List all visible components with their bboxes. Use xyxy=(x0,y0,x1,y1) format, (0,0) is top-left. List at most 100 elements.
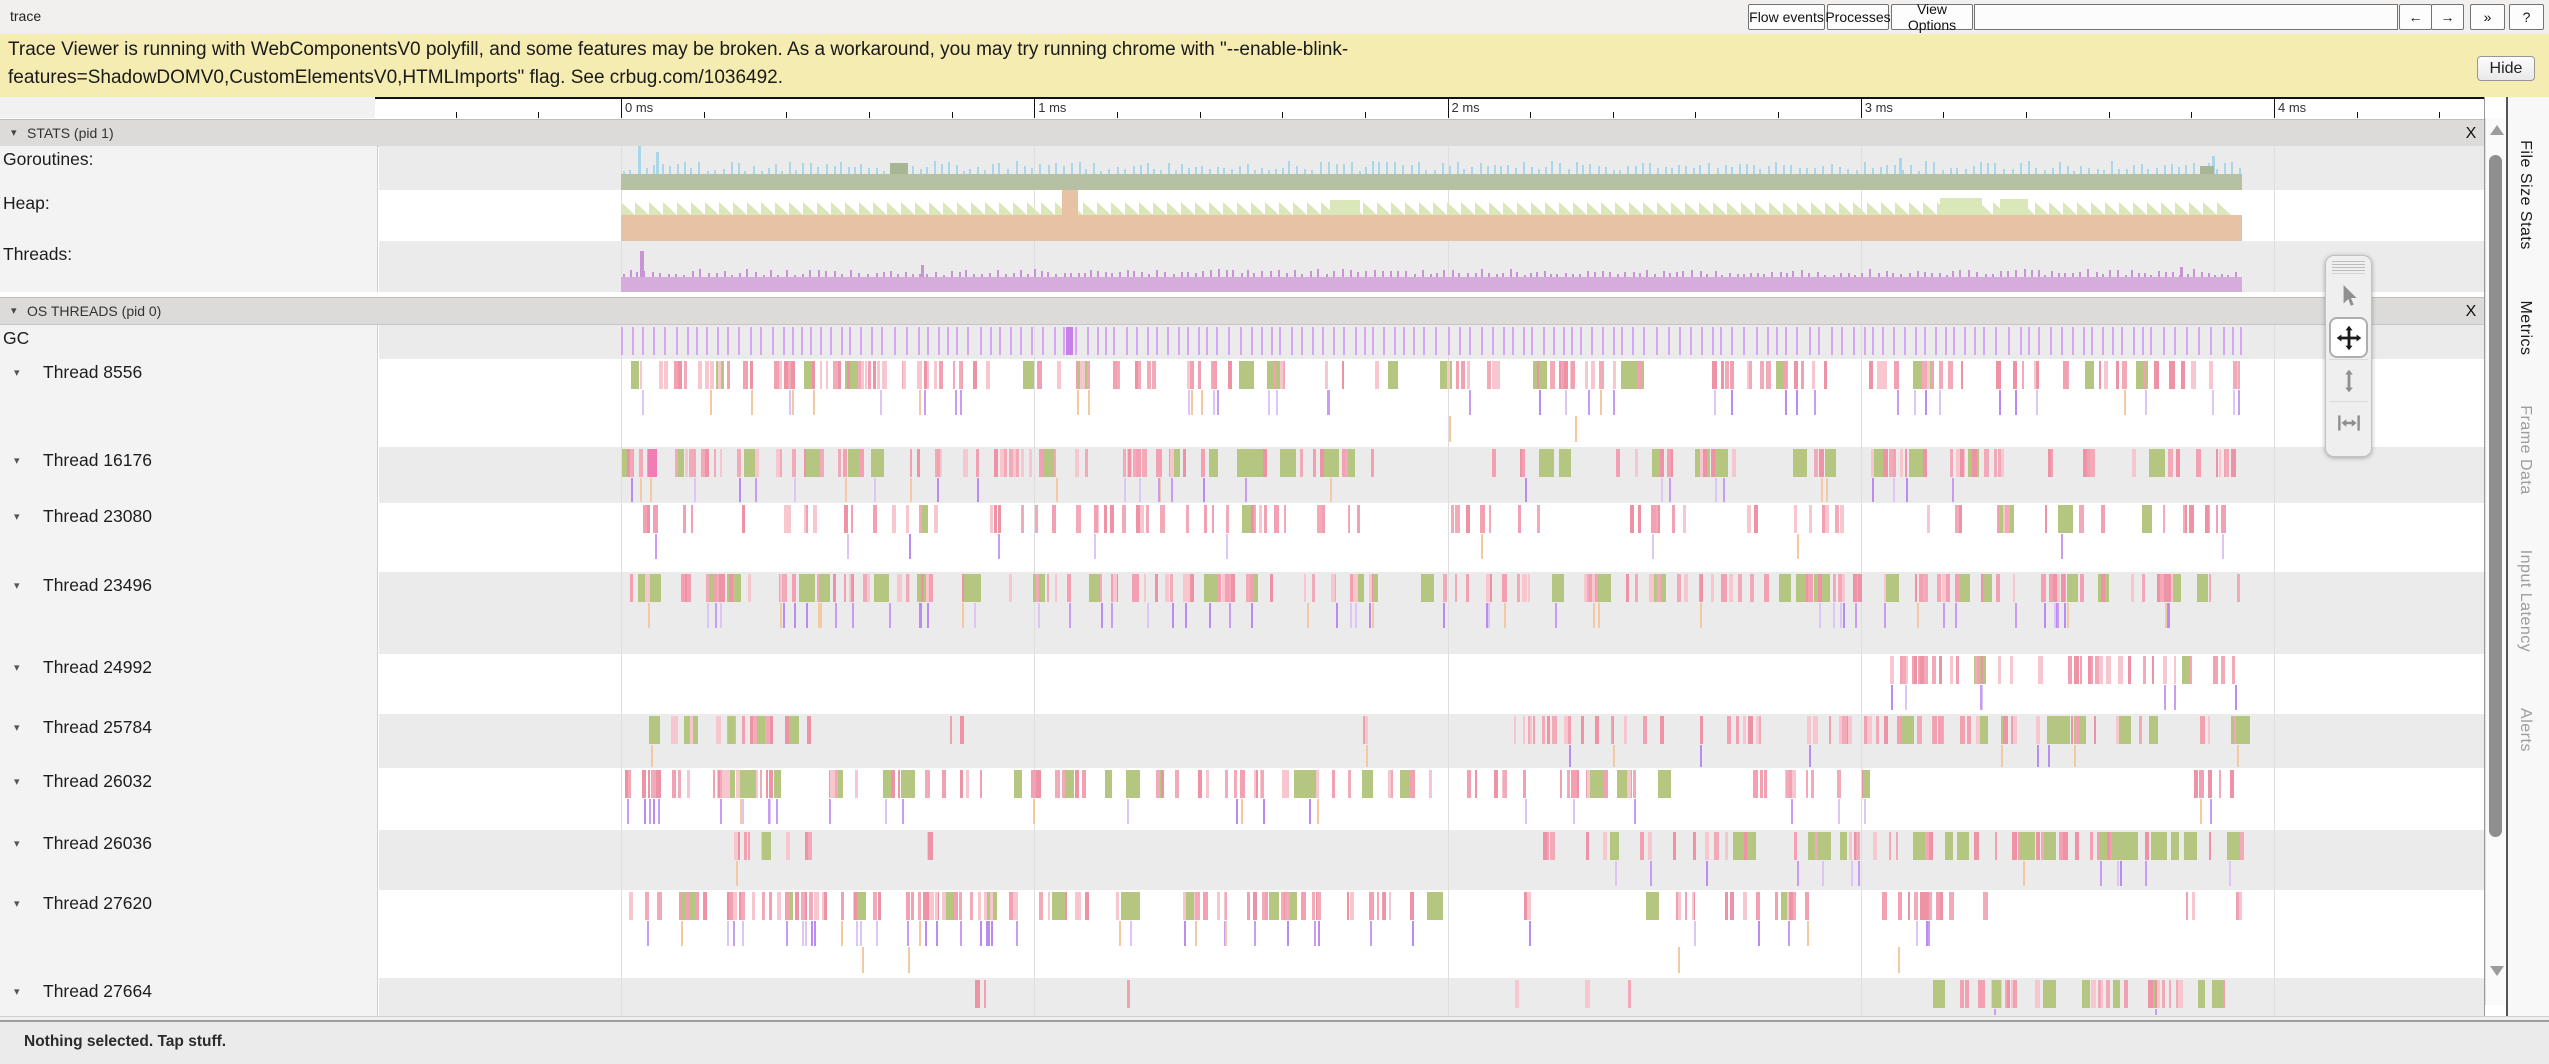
heap-sawtooth[interactable] xyxy=(1783,202,1797,215)
trace-event-tick[interactable] xyxy=(1065,770,1074,798)
trace-event-tick[interactable] xyxy=(1349,892,1354,920)
trace-event-tick[interactable] xyxy=(2150,327,2152,355)
zoom-tool[interactable] xyxy=(2329,359,2368,401)
trace-event-tick[interactable] xyxy=(1956,168,1959,174)
trace-event-tick[interactable] xyxy=(718,574,721,602)
trace-event-tick[interactable] xyxy=(2000,270,2003,277)
trace-event-tick[interactable] xyxy=(2007,980,2011,1008)
trace-event-tick[interactable] xyxy=(1213,361,1218,389)
trace-event-tick[interactable] xyxy=(2080,656,2083,684)
trace-event-tick[interactable] xyxy=(926,361,930,389)
trace-event-tick[interactable] xyxy=(767,167,770,174)
trace-event-tick[interactable] xyxy=(801,163,804,174)
trace-event-tick[interactable] xyxy=(2172,271,2175,277)
trace-event-tick[interactable] xyxy=(1612,361,1617,389)
trace-event-tick[interactable] xyxy=(1700,449,1706,477)
trace-event-tick[interactable] xyxy=(1586,770,1590,798)
trace-event-tick[interactable] xyxy=(649,716,661,744)
heap-sawtooth[interactable] xyxy=(2133,202,2147,215)
trace-event-tick[interactable] xyxy=(1373,269,1376,277)
trace-event-tick[interactable] xyxy=(1332,327,1335,355)
trace-event-tick[interactable] xyxy=(1819,449,1824,477)
trace-event-tick[interactable] xyxy=(1128,449,1131,477)
trace-event-tick[interactable] xyxy=(725,770,730,798)
trace-event-tick[interactable] xyxy=(1657,574,1661,602)
trace-event-tick[interactable] xyxy=(654,534,657,559)
trace-event-tick[interactable] xyxy=(2079,505,2084,533)
trace-event-tick[interactable] xyxy=(1833,603,1836,628)
trace-event-tick[interactable] xyxy=(1031,770,1036,798)
trace-event-tick[interactable] xyxy=(889,770,895,798)
trace-event-tick[interactable] xyxy=(687,770,690,798)
trace-event-tick[interactable] xyxy=(1881,361,1887,389)
trace-event-tick[interactable] xyxy=(750,327,753,355)
heap-sawtooth[interactable] xyxy=(775,202,789,215)
trace-event-tick[interactable] xyxy=(1263,892,1269,920)
trace-event-tick[interactable] xyxy=(727,361,730,389)
trace-event-tick[interactable] xyxy=(860,921,863,946)
trace-event-tick[interactable] xyxy=(1466,574,1470,602)
trace-event-tick[interactable] xyxy=(1178,327,1181,355)
trace-event-tick[interactable] xyxy=(1933,161,1936,174)
trace-event-tick[interactable] xyxy=(1965,980,1969,1008)
trace-event-tick[interactable] xyxy=(1051,505,1057,533)
trace-event-tick[interactable] xyxy=(1333,574,1337,602)
heap-sawtooth[interactable] xyxy=(1419,202,1433,215)
trace-event-tick[interactable] xyxy=(704,361,709,389)
trace-event-tick[interactable] xyxy=(2111,161,2114,174)
trace-event-tick[interactable] xyxy=(1456,161,1459,174)
trace-event-tick[interactable] xyxy=(683,361,687,389)
trace-event-tick[interactable] xyxy=(951,271,954,277)
trace-event-tick[interactable] xyxy=(808,892,813,920)
trace-event-tick[interactable] xyxy=(1462,169,1465,174)
trace-event-tick[interactable] xyxy=(941,892,946,920)
trace-event-tick[interactable] xyxy=(1807,273,1810,277)
trace-event-tick[interactable] xyxy=(806,716,811,744)
heap-sawtooth[interactable] xyxy=(901,202,915,215)
trace-event-tick[interactable] xyxy=(1595,716,1599,744)
trace-event-tick[interactable] xyxy=(1217,574,1222,602)
trace-event-tick[interactable] xyxy=(1451,270,1454,277)
trace-event-tick[interactable] xyxy=(1190,574,1195,602)
trace-event-tick[interactable] xyxy=(779,603,782,628)
trace-event-tick[interactable] xyxy=(1572,770,1578,798)
trace-event-tick[interactable] xyxy=(1659,716,1665,744)
heap-sawtooth[interactable] xyxy=(915,202,929,215)
trace-event-tick[interactable] xyxy=(1597,574,1612,602)
trace-event-tick[interactable] xyxy=(1641,163,1644,174)
trace-event-tick[interactable] xyxy=(1658,770,1672,798)
trace-event-tick[interactable] xyxy=(873,478,876,502)
trace-event-tick[interactable] xyxy=(1654,273,1657,277)
row-track-heap-[interactable] xyxy=(379,190,2484,241)
trace-event-tick[interactable] xyxy=(2185,327,2188,355)
heap-sawtooth[interactable] xyxy=(1517,202,1531,215)
trace-event-tick[interactable] xyxy=(1602,832,1607,860)
trace-event-tick[interactable] xyxy=(2231,327,2234,355)
trace-event-tick[interactable] xyxy=(2191,361,2197,389)
heap-sawtooth[interactable] xyxy=(1503,202,1517,215)
heap-sawtooth[interactable] xyxy=(2091,202,2105,215)
trace-event-tick[interactable] xyxy=(1572,274,1575,277)
trace-event-tick[interactable] xyxy=(1471,166,1474,174)
trace-event-tick[interactable] xyxy=(2142,656,2146,684)
trace-event-tick[interactable] xyxy=(1998,656,2002,684)
trace-event-tick[interactable] xyxy=(1096,327,1099,355)
trace-event-tick[interactable] xyxy=(1523,770,1526,798)
trace-event-tick[interactable] xyxy=(910,478,913,502)
heap-sawtooth[interactable] xyxy=(1377,202,1391,215)
trace-event-tick[interactable] xyxy=(683,162,686,174)
trace-event-tick[interactable] xyxy=(1694,921,1697,946)
trace-event-tick[interactable] xyxy=(726,892,730,920)
trace-event-tick[interactable] xyxy=(1041,327,1044,355)
trace-event-tick[interactable] xyxy=(2091,327,2094,355)
trace-event-tick[interactable] xyxy=(2035,980,2040,1008)
trace-event-tick[interactable] xyxy=(1677,164,1680,174)
trace-event-tick[interactable] xyxy=(947,162,950,174)
trace-event-tick[interactable] xyxy=(1430,273,1433,277)
trace-event-tick[interactable] xyxy=(639,449,644,477)
trace-event-tick[interactable] xyxy=(1502,574,1507,602)
trace-event-tick[interactable] xyxy=(1879,166,1882,174)
trace-event-tick[interactable] xyxy=(1450,505,1455,533)
trace-event-tick[interactable] xyxy=(2176,980,2180,1008)
trace-event-tick[interactable] xyxy=(1748,716,1753,744)
